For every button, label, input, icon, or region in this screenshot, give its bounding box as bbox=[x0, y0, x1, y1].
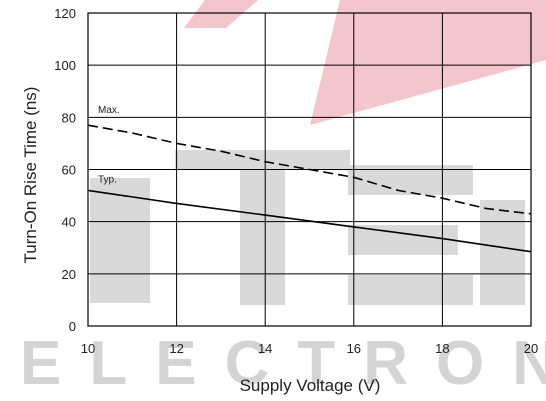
series-labels: Max. Typ. bbox=[98, 105, 120, 185]
series-line-max bbox=[87, 124, 532, 215]
watermark-block bbox=[175, 150, 350, 170]
x-axis-label: Supply Voltage (V) bbox=[240, 376, 381, 395]
y-tick-label: 40 bbox=[62, 215, 76, 230]
y-tick-label: 60 bbox=[62, 163, 76, 178]
series-label-max: Max. bbox=[98, 105, 120, 116]
y-tick-label: 20 bbox=[62, 267, 76, 282]
x-tick-label: 12 bbox=[169, 341, 183, 356]
x-tick-label: 16 bbox=[347, 341, 361, 356]
y-tick-label: 100 bbox=[54, 58, 76, 73]
watermark-block bbox=[348, 225, 458, 255]
watermark-block bbox=[348, 275, 473, 305]
tick-labels: 10 12 14 16 18 20 0 20 40 60 80 100 120 bbox=[54, 6, 538, 356]
x-tick-label: 18 bbox=[435, 341, 449, 356]
plot-frame bbox=[87, 12, 532, 327]
series-layer bbox=[87, 124, 532, 253]
watermark-block bbox=[240, 170, 285, 305]
x-tick-label: 14 bbox=[258, 341, 272, 356]
watermark-accent-stripe bbox=[184, 0, 258, 28]
y-tick-label: 80 bbox=[62, 110, 76, 125]
watermark-logo: ELECTRONIC bbox=[20, 0, 546, 398]
y-tick-label: 0 bbox=[69, 319, 76, 334]
y-tick-label: 120 bbox=[54, 6, 76, 21]
series-line-typ bbox=[87, 189, 532, 253]
plot-border bbox=[87, 12, 532, 327]
series-label-typ: Typ. bbox=[98, 174, 117, 185]
watermark-accent-stripe bbox=[310, 0, 546, 125]
y-axis-label: Turn-On Rise Time (ns) bbox=[21, 87, 40, 264]
watermark-block bbox=[480, 200, 525, 305]
watermark-block bbox=[90, 178, 150, 303]
x-tick-label: 10 bbox=[81, 341, 95, 356]
watermark-text: ELECTRONIC bbox=[20, 329, 546, 398]
x-tick-label: 20 bbox=[524, 341, 538, 356]
